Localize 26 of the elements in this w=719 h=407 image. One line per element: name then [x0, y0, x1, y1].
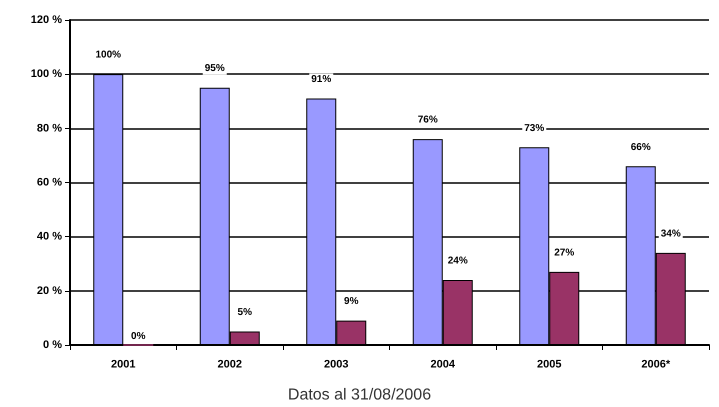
y-tick-label: 0 %	[43, 339, 62, 351]
x-tick-label: 2006*	[641, 358, 671, 370]
data-label: 9%	[344, 296, 359, 308]
x-tick-label: 2003	[324, 358, 348, 370]
y-tick-label: 100 %	[30, 68, 62, 80]
data-label: 100%	[95, 50, 122, 61]
y-tick-label: 60 %	[36, 176, 62, 188]
x-tick-label: 2004	[430, 358, 456, 370]
data-label: 27%	[554, 247, 574, 258]
y-tick-label: 20 %	[36, 284, 62, 297]
y-tick-label: 40 %	[36, 230, 62, 243]
data-label: 24%	[448, 256, 468, 266]
data-label: 73%	[524, 122, 544, 134]
data-label: 66%	[630, 142, 651, 153]
data-label: 95%	[204, 63, 225, 74]
y-tick-label: 120 %	[30, 14, 62, 26]
x-tick-label: 2002	[218, 358, 242, 370]
data-label: 34%	[660, 228, 681, 240]
x-tick-label: 2001	[111, 358, 136, 370]
data-label: 76%	[418, 114, 438, 126]
data-label: 0%	[131, 330, 146, 342]
text: Datos al 31/08/2006	[288, 386, 432, 404]
y-tick-label: 80 %	[36, 122, 62, 134]
data-label: 91%	[311, 74, 332, 86]
x-tick-label: 2005	[537, 358, 562, 370]
data-label: 5%	[238, 306, 252, 318]
